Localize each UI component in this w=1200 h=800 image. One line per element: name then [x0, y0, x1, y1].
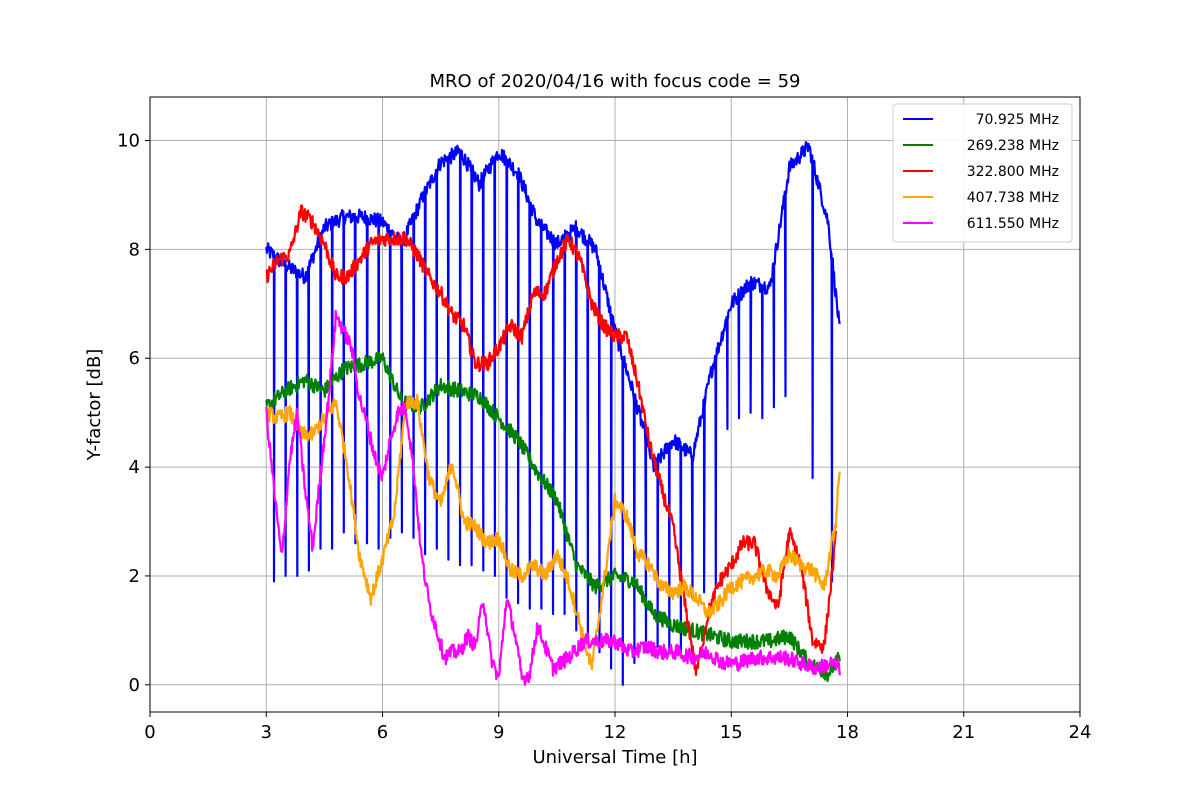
y-tick-label: 2	[129, 566, 140, 587]
legend-label: 70.925 MHz	[976, 112, 1059, 128]
series-line-1	[265, 351, 841, 683]
legend-label: 611.550 MHz	[967, 216, 1059, 232]
x-tick-label: 15	[720, 722, 743, 743]
x-tick-label: 12	[604, 722, 627, 743]
grid	[149, 97, 1081, 712]
x-tick-label: 21	[952, 722, 975, 743]
x-tick-label: 24	[1069, 722, 1092, 743]
y-tick-label: 8	[129, 239, 140, 260]
series-line-0	[265, 141, 841, 686]
x-tick-label: 3	[261, 722, 272, 743]
legend-label: 322.800 MHz	[967, 164, 1059, 180]
series-line-2	[265, 204, 837, 676]
y-tick-label: 0	[129, 675, 140, 696]
x-tick-label: 9	[493, 722, 504, 743]
y-axis-label: Y-factor [dB]	[84, 349, 105, 462]
x-tick-label: 18	[836, 722, 859, 743]
legend-label: 269.238 MHz	[967, 138, 1059, 154]
legend: 70.925 MHz 269.238 MHz 322.800 MHz 407.738 …	[892, 103, 1073, 243]
legend-label: 407.738 MHz	[967, 190, 1059, 206]
series-line-3	[265, 393, 841, 671]
legend-box	[892, 103, 1073, 243]
x-tick-label: 0	[144, 722, 155, 743]
y-tick-label: 6	[129, 348, 140, 369]
x-tick-label: 6	[377, 722, 388, 743]
series-layer	[265, 141, 841, 686]
y-tick-label: 4	[129, 457, 140, 478]
x-axis-label: Universal Time [h]	[532, 747, 697, 768]
series-line-4	[265, 309, 841, 686]
y-tick-label: 10	[117, 131, 140, 152]
chart-title: MRO of 2020/04/16 with focus code = 59	[430, 71, 801, 92]
